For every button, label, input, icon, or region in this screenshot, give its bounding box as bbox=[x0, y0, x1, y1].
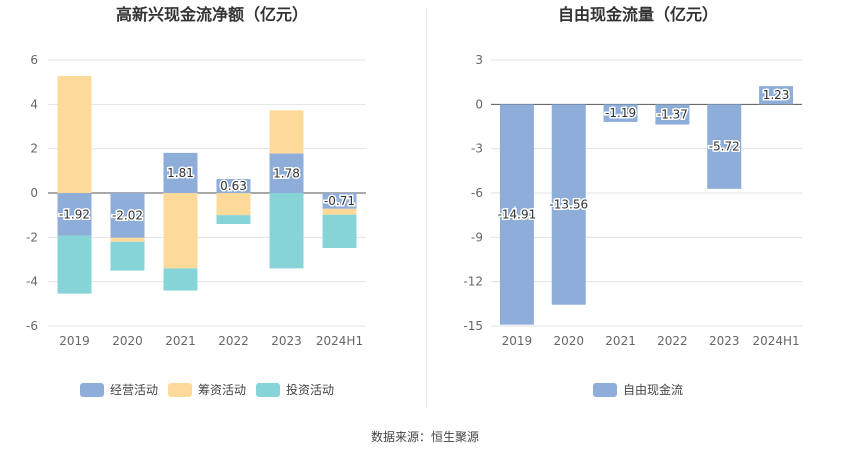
x-tick-label: 2022 bbox=[218, 334, 249, 348]
x-tick-label: 2021 bbox=[165, 334, 196, 348]
data-label: -0.71 bbox=[324, 194, 355, 208]
data-label: -5.72 bbox=[709, 140, 740, 154]
legend-swatch bbox=[256, 383, 280, 397]
y-tick-label: -2 bbox=[26, 230, 38, 244]
bar-经营活动 bbox=[110, 193, 145, 238]
y-tick-label: 6 bbox=[30, 53, 38, 67]
bar-经营活动 bbox=[163, 152, 198, 193]
data-label: 0.63 bbox=[220, 179, 247, 193]
bar-自由现金流 bbox=[655, 104, 690, 125]
x-tick-label: 2020 bbox=[112, 334, 143, 348]
data-label: -14.91 bbox=[498, 208, 537, 222]
x-tick-label: 2020 bbox=[553, 334, 584, 348]
y-tick-label: -15 bbox=[463, 319, 483, 333]
bar-筹资活动 bbox=[269, 110, 304, 154]
data-label: -1.37 bbox=[657, 107, 688, 121]
chart-title: 自由现金流量（亿元） bbox=[558, 5, 718, 24]
data-label: -1.92 bbox=[59, 207, 90, 221]
legend-swatch bbox=[80, 383, 104, 397]
data-label: 1.78 bbox=[273, 166, 300, 180]
bar-筹资活动 bbox=[216, 193, 251, 216]
x-tick-label: 2019 bbox=[59, 334, 90, 348]
x-tick-label: 2021 bbox=[605, 334, 636, 348]
x-tick-label: 2019 bbox=[502, 334, 533, 348]
data-label: -13.56 bbox=[549, 198, 588, 212]
x-tick-label: 2022 bbox=[657, 334, 688, 348]
x-tick-label: 2024H1 bbox=[752, 334, 799, 348]
bar-自由现金流 bbox=[551, 104, 586, 305]
y-tick-label: -12 bbox=[463, 275, 483, 289]
y-tick-label: 3 bbox=[475, 53, 483, 67]
y-tick-label: -6 bbox=[471, 186, 483, 200]
legend-label: 投资活动 bbox=[286, 382, 334, 397]
bar-投资活动 bbox=[57, 235, 92, 294]
bar-自由现金流 bbox=[759, 86, 794, 105]
legend-label: 经营活动 bbox=[110, 383, 158, 397]
y-tick-label: 0 bbox=[475, 97, 483, 111]
data-label: 1.23 bbox=[763, 88, 790, 102]
bar-经营活动 bbox=[216, 179, 251, 193]
bar-筹资活动 bbox=[163, 193, 198, 269]
bar-自由现金流 bbox=[603, 104, 638, 122]
data-source-label: 数据来源：恒生聚源 bbox=[370, 430, 479, 444]
y-tick-label: -3 bbox=[471, 142, 483, 156]
x-tick-label: 2024H1 bbox=[316, 334, 363, 348]
y-tick-label: 2 bbox=[30, 142, 38, 156]
bar-自由现金流 bbox=[499, 104, 534, 325]
bar-筹资活动 bbox=[322, 208, 357, 215]
chart-title: 高新兴现金流净额（亿元） bbox=[116, 5, 308, 24]
x-tick-label: 2023 bbox=[709, 334, 740, 348]
bar-筹资活动 bbox=[110, 237, 145, 242]
data-label: -2.02 bbox=[112, 208, 143, 222]
y-tick-label: -4 bbox=[26, 275, 38, 289]
legend-swatch bbox=[593, 383, 617, 397]
charts-canvas: 高新兴现金流净额（亿元） 6 4 2 0 -2 -4 -6 2019 2020 2021 2022 20… bbox=[26, 5, 802, 397]
x-tick-label: 2023 bbox=[271, 334, 302, 348]
bar-筹资活动 bbox=[57, 75, 92, 193]
data-label: 1.81 bbox=[167, 166, 194, 180]
legend-swatch bbox=[168, 383, 192, 397]
legend-label: 筹资活动 bbox=[198, 383, 246, 397]
bar-投资活动 bbox=[163, 268, 198, 291]
panel-divider bbox=[426, 8, 427, 408]
bar-投资活动 bbox=[216, 215, 251, 225]
data-label: -1.19 bbox=[605, 106, 636, 120]
bar-经营活动 bbox=[57, 193, 92, 236]
bar-投资活动 bbox=[322, 214, 357, 248]
bar-投资活动 bbox=[110, 241, 145, 271]
y-tick-label: 4 bbox=[30, 97, 38, 111]
bar-经营活动 bbox=[322, 193, 357, 209]
bar-投资活动 bbox=[269, 193, 304, 269]
bar-经营活动 bbox=[269, 153, 304, 193]
y-tick-label: -6 bbox=[26, 319, 38, 333]
y-tick-label: 0 bbox=[30, 186, 38, 200]
bar-自由现金流 bbox=[707, 104, 742, 189]
y-tick-label: -9 bbox=[471, 230, 483, 244]
legend-label: 自由现金流 bbox=[623, 382, 683, 397]
